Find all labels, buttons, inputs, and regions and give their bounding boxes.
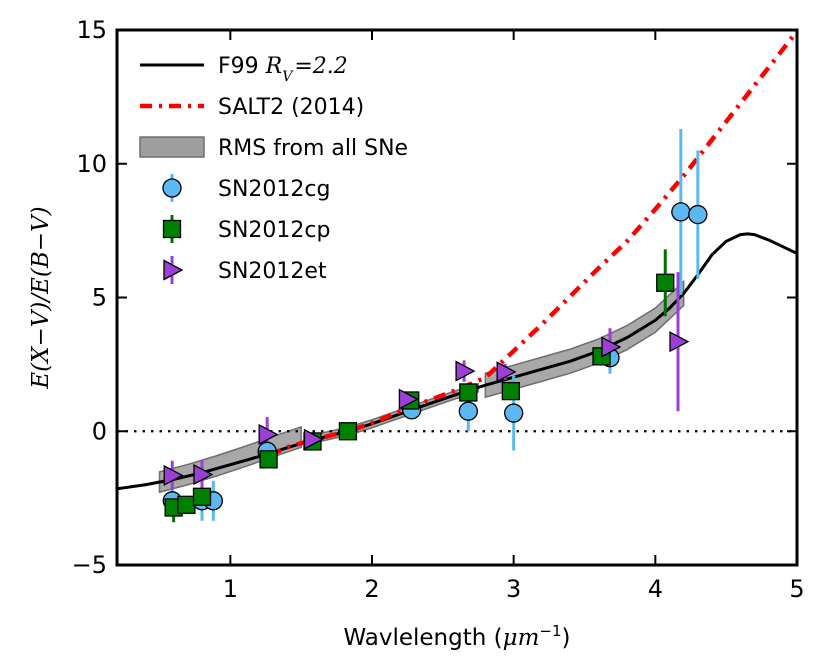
sn2012et-point-4 [303,428,324,450]
sn2012cp-point-4 [259,450,278,469]
sn2012cp-point-8 [459,383,478,402]
sn2012et-point-5 [398,388,419,410]
legend-cp-marker [162,219,182,239]
f99-curve [117,232,797,491]
sn2012cg-point-9 [671,202,691,222]
y-tick-label-3: 10 [76,150,107,178]
legend-label-cp: SN2012cp [218,218,330,243]
sn2012et-point-2 [193,464,214,486]
x-tick-label-1: 1 [223,575,238,603]
y-axis-label: E(X−V)/E(B−V) [28,206,54,389]
y-tick-label-1: 0 [92,417,107,445]
x-tick-label-4: 4 [648,575,663,603]
legend-cg-marker [162,178,182,198]
sn2012cg-point-6 [458,401,478,421]
legend-rms-swatch [139,136,205,158]
legend-label-cg: SN2012cg [218,177,330,202]
x-tick-label-5: 5 [789,575,804,603]
sn2012et-point-7 [496,361,517,383]
sn2012cp-point-2 [177,495,196,514]
sn2012cp-point-6 [338,422,358,441]
sn2012et-point-3 [258,423,279,446]
y-tick-label-4: 15 [76,16,107,44]
sn2012cp-point-9 [501,381,520,401]
sn2012et-point-8 [601,336,622,358]
sn2012cp-point-11 [656,273,675,292]
legend-label-salt2: SALT2 (2014) [218,95,364,120]
x-tick-label-3: 3 [506,575,521,603]
plot-area [117,30,797,523]
sn2012et-point-9 [669,331,690,353]
y-tick-label-2: 5 [92,284,107,312]
sn2012cg-point-10 [688,204,708,225]
legend-label-et: SN2012et [218,259,327,284]
legend-et-marker [163,259,184,281]
rms-band-3 [484,279,685,399]
x-tick-label-2: 2 [364,575,379,603]
x-axis-label: Wavlelength (μm−1) [344,622,571,651]
legend: F99 RV=2.2 SALT2 (2014) RMS from all SNe SN… [139,54,408,284]
sn2012cp-point-3 [192,487,212,506]
sn2012cg-point-7 [504,403,524,423]
legend-label-rms: RMS from all SNe [218,136,408,161]
sn2012et-point-6 [455,360,476,382]
legend-label-f99: F99 RV=2.2 [218,54,348,85]
y-tick-label-0: −5 [72,551,107,579]
sn2012et-point-1 [163,464,184,486]
